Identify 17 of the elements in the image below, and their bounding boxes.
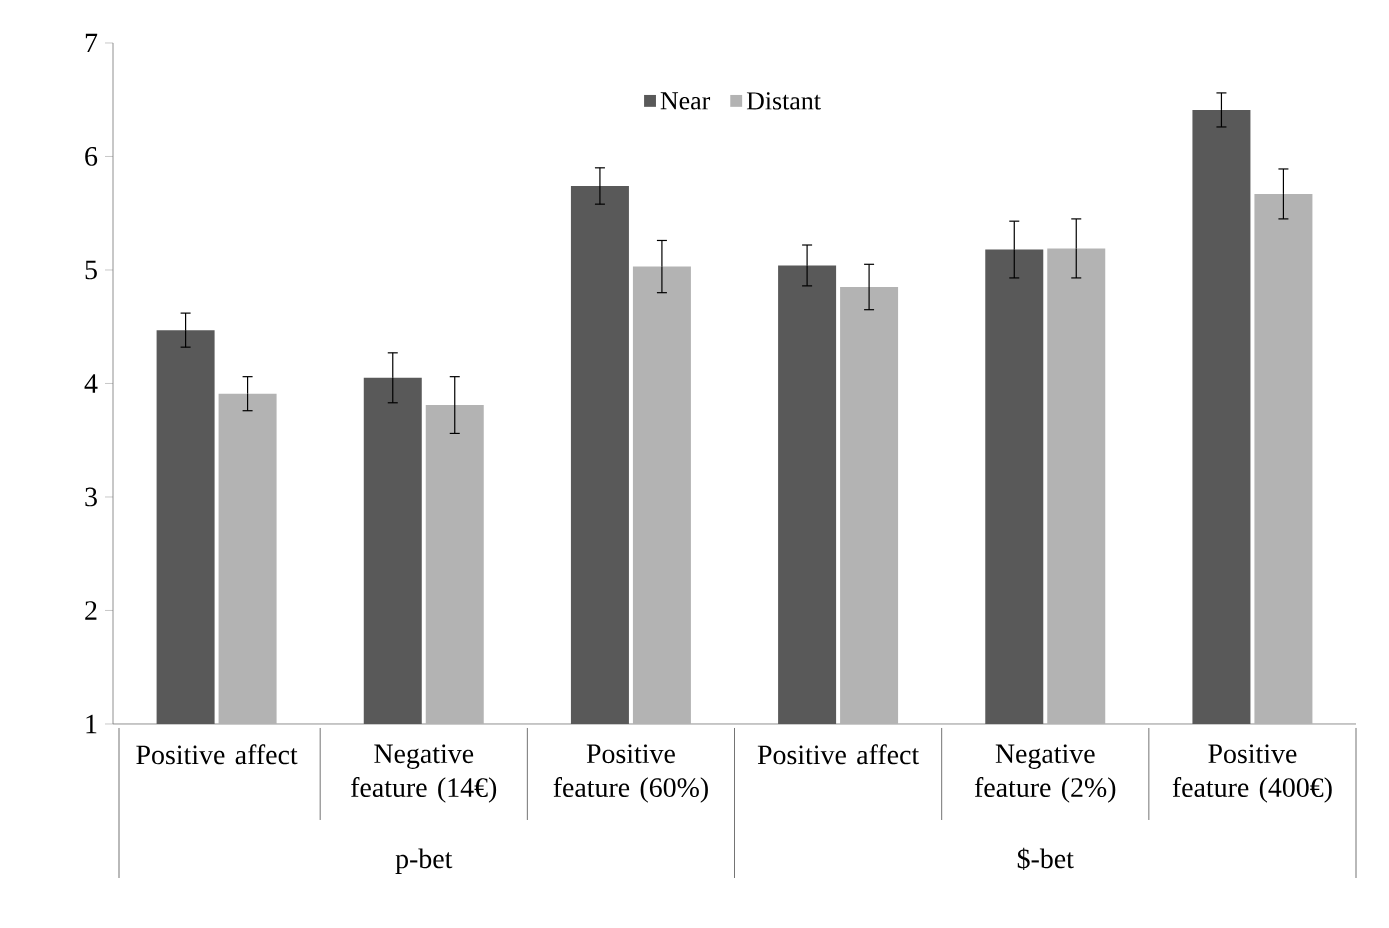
x-tick-label: Positive feature (400€)	[1172, 744, 1332, 803]
y-tick-label: 5	[85, 260, 97, 280]
y-tick-label: 1	[86, 714, 97, 734]
y-tick-label: 6	[85, 147, 98, 166]
y-tick-label: 2	[85, 601, 97, 620]
x-tick-label: Negative feature (14€)	[351, 744, 497, 803]
text: p-bet	[395, 848, 453, 874]
x-tick-label: Negative feature (2%)	[974, 744, 1116, 803]
legend-label: Near	[660, 92, 711, 110]
y-tick-label: 7	[85, 33, 98, 53]
y-tick-label: 3	[85, 487, 97, 507]
y-tick-label: 4	[84, 374, 98, 393]
text: $-bet	[1017, 847, 1074, 871]
x-tick-label: Positive feature (60%)	[553, 744, 708, 803]
legend-label: Distant	[746, 92, 821, 110]
x-tick-label: Positive affect	[757, 744, 920, 765]
x-tick-label: Positive affect	[136, 744, 298, 765]
